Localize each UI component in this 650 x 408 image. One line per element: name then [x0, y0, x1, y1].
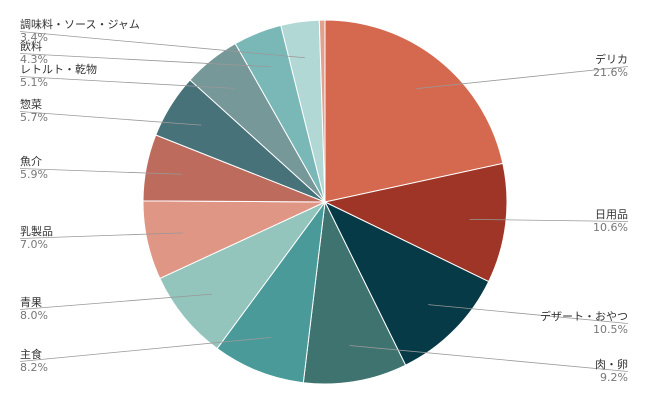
slice-label: 乳製品	[20, 224, 53, 238]
slice-label: レトルト・乾物	[20, 62, 97, 76]
slice-value-label: 9.2%	[600, 371, 628, 384]
slice-value-label: 5.7%	[20, 111, 48, 124]
slice-label: デリカ	[595, 52, 628, 66]
pie-slice	[302, 200, 407, 385]
pie-slice	[159, 201, 326, 350]
slice-label: 青果	[20, 296, 42, 309]
slice-value-label: 5.9%	[20, 168, 48, 181]
slice-value-label: 10.5%	[593, 323, 628, 336]
leader-line	[19, 168, 183, 175]
slice-value-label: 21.6%	[593, 66, 628, 79]
slice-value-label: 7.0%	[20, 238, 48, 251]
slice-value-label: 5.1%	[20, 76, 48, 89]
slice-label: デザート・おやつ	[540, 309, 628, 323]
leader-line	[19, 53, 271, 68]
leader-line	[19, 293, 213, 310]
leader-line	[469, 218, 629, 222]
slice-value-label: 8.2%	[20, 361, 48, 374]
leader-line	[19, 232, 183, 239]
leader-line	[19, 31, 305, 59]
slice-label: 飲料	[20, 39, 42, 53]
pie-slice	[216, 200, 326, 384]
pie-slice	[323, 200, 490, 366]
slice-value-label: 8.0%	[20, 309, 48, 322]
slice-label: 主食	[20, 347, 42, 361]
pie-slice	[324, 19, 504, 203]
pie-slice	[323, 162, 508, 283]
leader-line	[349, 345, 629, 372]
slice-value-label: 3.4%	[20, 31, 48, 44]
leader-line	[19, 111, 202, 126]
slice-label: 魚介	[20, 155, 42, 168]
slice-value-label: 10.6%	[593, 221, 628, 234]
leader-line	[428, 304, 629, 324]
pie-slice	[318, 19, 326, 203]
leader-line	[19, 76, 234, 89]
slice-label: 肉・卵	[595, 358, 628, 371]
slice-label: 調味料・ソース・ジャム	[20, 17, 140, 31]
leader-line	[19, 336, 272, 362]
slice-label: 惣菜	[20, 97, 42, 111]
leader-line	[416, 66, 629, 90]
slice-label: 日用品	[595, 208, 628, 221]
slice-value-label: 4.3%	[20, 53, 48, 66]
